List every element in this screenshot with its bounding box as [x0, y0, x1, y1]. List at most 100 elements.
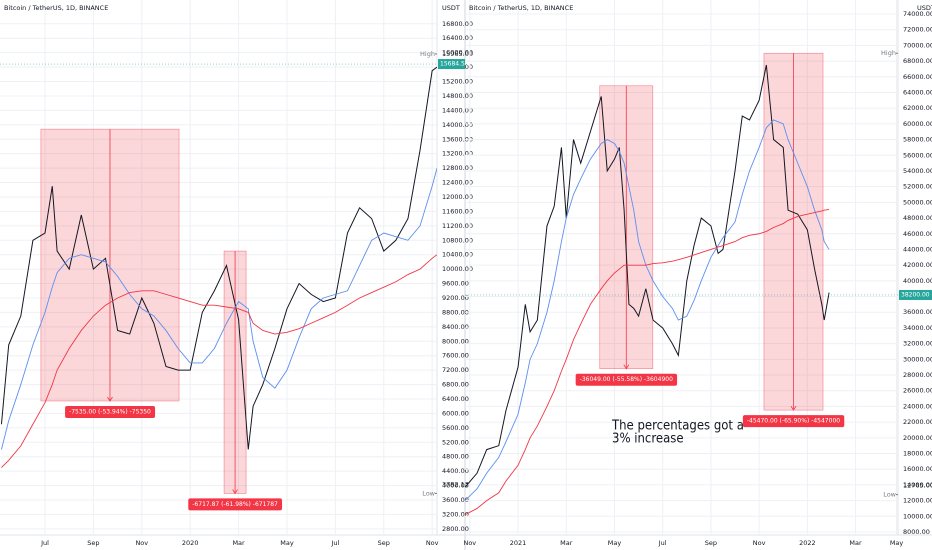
y-tick-label: 60000.00 [903, 120, 932, 128]
arrow-head [790, 405, 797, 411]
measure-label: -45470.00 (-65.90%) -4547000 [747, 418, 840, 425]
annotation-text: 3% increase [612, 432, 684, 447]
measure-label-box [742, 415, 845, 428]
arrow-head [232, 489, 238, 495]
measure-label-box [65, 405, 156, 418]
x-tick-label: Sep [705, 539, 717, 547]
x-tick-label: Nov [463, 539, 476, 547]
x-tick-label: Nov [135, 539, 148, 547]
y-tick-label: 3200.00 [442, 510, 469, 518]
low-value: 3782.13 [442, 480, 469, 488]
y-tick-label: 4000.00 [442, 482, 469, 490]
y-tick-label: 48000.00 [903, 214, 932, 222]
last-price-badge [438, 59, 465, 70]
y-tick-label: 16000.00 [442, 49, 473, 57]
y-tick-label: 8000.00 [442, 337, 469, 345]
y-tick-label: 62000.00 [903, 104, 932, 112]
x-tick-label: Nov [753, 539, 766, 547]
y-tick-label: 6000.00 [442, 409, 469, 417]
y-tick-label: 5200.00 [442, 438, 469, 446]
x-tick-label: Jul [330, 539, 339, 547]
chart-title: Bitcoin / TetherUS, 1D, BINANCE [4, 4, 108, 12]
y-tick-label: 22000.00 [903, 418, 932, 426]
price-line [465, 64, 830, 488]
x-tick-label: Mar [849, 539, 862, 547]
y-tick-label: 54000.00 [903, 167, 932, 175]
y-tick-label: 15200.00 [442, 78, 473, 86]
last-price-label: 38200.00 [901, 291, 930, 298]
y-tick-label: 26000.00 [903, 387, 932, 395]
x-tick-label: 2022 [799, 539, 816, 547]
y-tick-label: 8000.00 [903, 528, 930, 536]
y-unit: USDT [442, 4, 460, 12]
high-label: High [420, 50, 435, 58]
moving-average [1, 167, 437, 450]
y-tick-label: 66000.00 [903, 73, 932, 81]
y-tick-label: 8400.00 [442, 323, 469, 331]
x-tick-label: Sep [87, 539, 99, 547]
y-tick-label: 11600.00 [442, 207, 473, 215]
y-tick-label: 50000.00 [903, 198, 932, 206]
y-tick-label: 32000.00 [903, 340, 932, 348]
y-tick-label: 12400.00 [442, 179, 473, 187]
measure-label-box [575, 373, 678, 386]
y-tick-label: 14000.00 [442, 121, 473, 129]
high-value: 15965.00 [442, 50, 473, 58]
price-line [0, 66, 437, 450]
measure-label: -7535.00 (-53.94%) -75350 [69, 408, 151, 415]
y-unit: USDT [917, 4, 932, 12]
y-tick-label: 3600.00 [442, 496, 469, 504]
x-tick-label: Sep [378, 539, 390, 547]
y-tick-label: 28000.00 [903, 371, 932, 379]
y-tick-label: 8800.00 [442, 308, 469, 316]
y-tick-label: 2800.00 [442, 525, 469, 533]
y-tick-label: 14800.00 [442, 92, 473, 100]
y-tick-label: 9600.00 [442, 280, 469, 288]
x-tick-label: May [890, 539, 904, 547]
y-tick-label: 11200.00 [442, 222, 473, 230]
x-tick-label: Nov [426, 539, 439, 547]
y-tick-label: 24000.00 [903, 402, 932, 410]
x-tick-label: Mar [232, 539, 245, 547]
chart-panel: 2800.00 3200.00 3600.00 4000.00 4400.00 4800.… [0, 0, 473, 547]
moving-average [1, 254, 437, 468]
moving-average [465, 208, 830, 516]
y-tick-label: 10400.00 [442, 251, 473, 259]
y-tick-label: 12000.00 [903, 497, 932, 505]
last-price-badge [899, 289, 932, 300]
y-tick-label: 44000.00 [903, 245, 932, 253]
arrow-head [623, 364, 630, 370]
y-tick-label: 10800.00 [442, 236, 473, 244]
y-tick-label: 4400.00 [442, 467, 469, 475]
y-tick-label: 42000.00 [903, 261, 932, 269]
x-tick-label: Mar [560, 539, 573, 547]
y-tick-label: 64000.00 [903, 88, 932, 96]
y-tick-label: 52000.00 [903, 183, 932, 191]
arrow-head [107, 396, 113, 402]
annotation-text: The percentages got a [611, 419, 744, 434]
y-tick-label: 34000.00 [903, 324, 932, 332]
y-tick-label: 14400.00 [442, 106, 473, 114]
y-tick-label: 13200.00 [442, 150, 473, 158]
y-tick-label: 20000.00 [903, 434, 932, 442]
y-tick-label: 12000.00 [442, 193, 473, 201]
low-value: 12765.00 [903, 482, 932, 490]
chart-panel: 8000.00 10000.00 12000.00 14000.00 16000.00 1… [463, 0, 932, 547]
chart-title: Bitcoin / TetherUS, 1D, BINANCE [469, 4, 573, 12]
measure-label: -36049.00 (-55.58%) -3604900 [580, 376, 673, 383]
plot-area [0, 66, 437, 495]
x-tick-label: 2020 [182, 539, 199, 547]
high-label: High [881, 49, 896, 57]
low-label: Low [422, 489, 435, 497]
y-tick-label: 12800.00 [442, 164, 473, 172]
y-tick-label: 46000.00 [903, 230, 932, 238]
y-tick-label: 13600.00 [442, 135, 473, 143]
plot-area [465, 52, 830, 516]
last-price-label: 15684.54 [440, 61, 469, 68]
y-tick-label: 4800.00 [442, 453, 469, 461]
y-tick-label: 58000.00 [903, 136, 932, 144]
y-tick-label: 9200.00 [442, 294, 469, 302]
x-tick-label: 2021 [510, 539, 527, 547]
